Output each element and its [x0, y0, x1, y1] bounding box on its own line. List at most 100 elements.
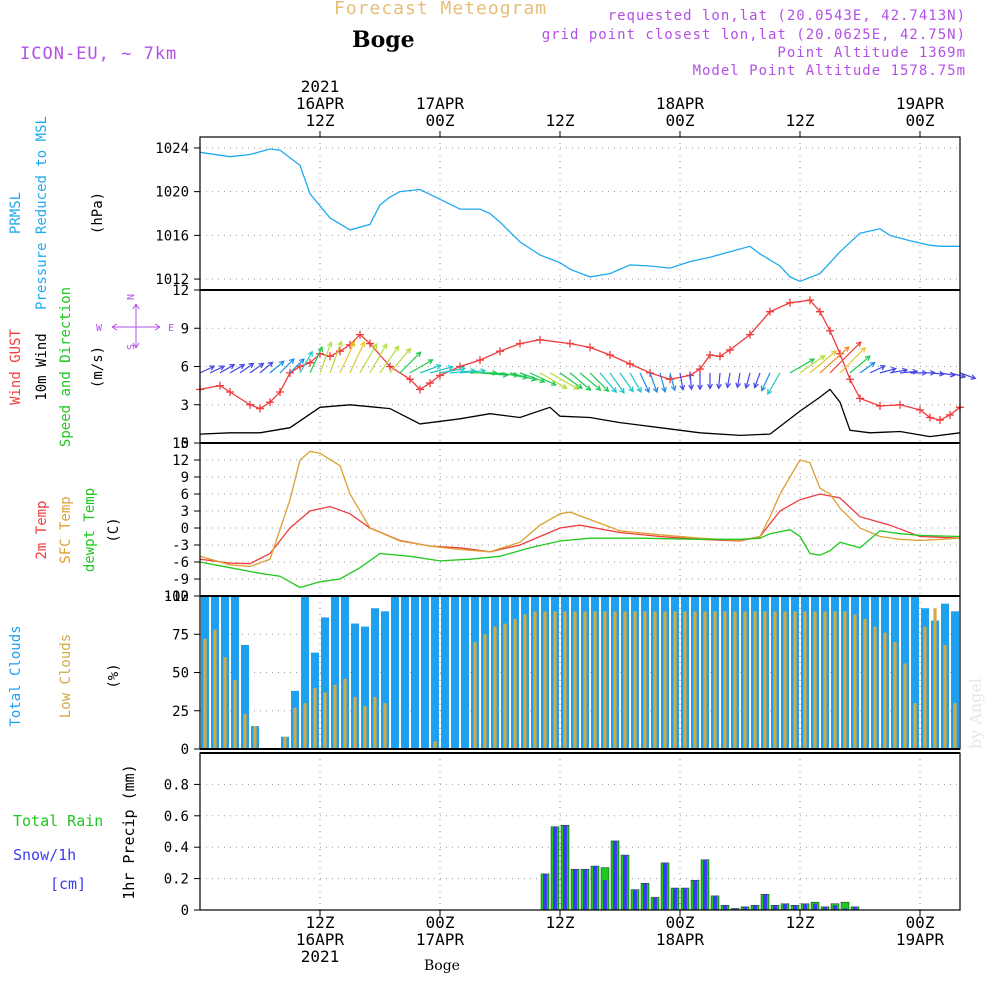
low-cloud-bar [663, 611, 667, 749]
pressure-frame [199, 136, 961, 291]
wind-arrow-head [603, 386, 610, 393]
gust-marker [386, 362, 394, 371]
gust-marker [706, 351, 714, 360]
total-cloud-bar [231, 596, 239, 749]
wind-arrow [329, 341, 342, 374]
wind-arrow-head [819, 354, 826, 361]
low-cloud-bar [433, 741, 437, 749]
wind-arrow-head [258, 362, 265, 369]
wind-arrow-head [576, 383, 583, 389]
wind-arrow [579, 372, 601, 391]
y-tick-label: 6 [181, 360, 189, 376]
gust-marker [626, 359, 634, 368]
wind-arrow-head [459, 366, 467, 373]
model-label: ICON-EU, ~ 7km [20, 44, 178, 64]
wind-arrow-head [435, 364, 442, 370]
snow-bar [543, 873, 547, 910]
wind-arrow [349, 341, 365, 374]
gust-marker [266, 398, 274, 407]
low-cloud-bar [773, 611, 777, 749]
gust-marker [786, 298, 794, 307]
gust-marker [536, 335, 544, 344]
wind-arrow [289, 358, 305, 374]
wind-arrow-head [688, 384, 694, 391]
time-label-bottom: 12Z [306, 913, 335, 932]
gust-marker [606, 351, 614, 360]
snow-bar [793, 905, 797, 910]
y-tick-label: 0.8 [164, 777, 189, 793]
snow-bar [693, 880, 697, 910]
wind-arrow [549, 372, 579, 390]
snow-bar [803, 903, 807, 910]
low-cloud-bar [523, 614, 527, 749]
gust-marker [896, 400, 904, 409]
wind-arrow-head [744, 382, 750, 390]
wind-arrow-head [855, 341, 862, 348]
wind-arrow [319, 342, 332, 374]
gust-marker [216, 381, 224, 390]
wind-arrow [929, 372, 944, 375]
gust-marker [366, 339, 374, 348]
low-cloud-bar [943, 644, 947, 749]
time-label-top: 17APR [416, 94, 465, 113]
gust-marker [416, 385, 424, 394]
y-tick-label: 3 [181, 398, 189, 414]
gust-marker [946, 410, 954, 419]
low-cloud-bar [653, 611, 657, 749]
y-tick-label: -6 [172, 555, 189, 571]
snow-bar [603, 880, 607, 910]
wind-arrow-head [628, 386, 634, 393]
y-tick-label: 50 [172, 666, 189, 682]
snow-bar [683, 888, 687, 910]
panel-label: Speed and Direction [58, 287, 74, 447]
gust-marker [246, 400, 254, 409]
wind-arrow [619, 372, 634, 392]
time-label-top: 16APR [296, 94, 345, 113]
wind-arrow-head [652, 387, 659, 394]
low-cloud-bar [203, 638, 207, 749]
wind-arrow-head [219, 365, 226, 371]
time-label-bottom: 18APR [656, 930, 705, 949]
time-label-top: 12Z [546, 111, 575, 130]
chart-title: Forecast Meteogram [334, 0, 548, 19]
time-label-bottom: 2021 [301, 947, 340, 966]
panel-label: (m/s) [90, 346, 106, 388]
low-cloud-bar [873, 626, 877, 749]
panel-label: Wind GUST [8, 329, 24, 405]
panel-label: SFC Temp [58, 496, 74, 563]
wind-arrow-head [573, 384, 580, 390]
wind-arrow [569, 372, 591, 391]
low-cloud-bar [603, 611, 607, 749]
wind-arrow-head [372, 343, 378, 350]
total-cloud-bar [451, 596, 459, 749]
wind-arrow [599, 372, 617, 393]
low-cloud-bar [783, 611, 787, 749]
wind-arrow [529, 372, 556, 386]
time-label-top: 00Z [906, 111, 935, 130]
time-label-top: 12Z [306, 111, 335, 130]
wind-arrow [339, 341, 355, 374]
low-cloud-bar [243, 713, 247, 749]
compass-n: N [126, 294, 137, 300]
y-tick-label: 0.2 [164, 872, 189, 888]
wind-arrow [736, 372, 741, 388]
low-cloud-bar [923, 626, 927, 749]
low-cloud-bar [623, 611, 627, 749]
snow-bar [623, 855, 627, 910]
wind-arrow-head [831, 350, 838, 356]
snow-bar [763, 894, 767, 910]
gust-marker [256, 404, 264, 413]
wind-arrow [718, 372, 721, 389]
gust-marker [836, 349, 844, 358]
total-cloud-bar [461, 596, 469, 749]
time-label-bottom: 19APR [896, 930, 945, 949]
low-cloud-bar [733, 611, 737, 749]
snow-bar [823, 906, 827, 910]
wind-arrow [767, 372, 781, 395]
y-tick-label: -12 [164, 589, 189, 605]
clouds-panel: 0 25 50 75 100 [164, 589, 961, 758]
wind-arrow-head [595, 385, 602, 391]
model-altitude: Model Point Altitude 1578.75m [692, 63, 966, 79]
y-tick-label: 9 [181, 470, 189, 486]
snow-bar [673, 888, 677, 910]
